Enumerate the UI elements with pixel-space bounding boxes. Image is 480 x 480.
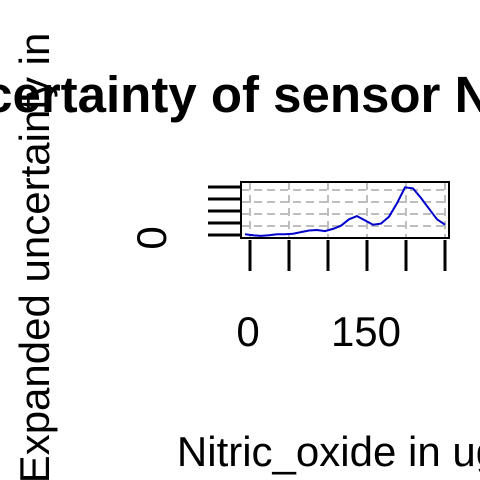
x-axis-title: Nitric_oxide in ug	[177, 428, 480, 475]
y-tick-label: 0	[128, 226, 175, 249]
plot-panel	[240, 181, 450, 239]
y-axis-ticks	[208, 185, 241, 237]
x-tick-label: 0	[236, 308, 259, 355]
y-axis-title: Expanded uncertainty in	[11, 33, 58, 480]
x-axis-ticks	[248, 240, 447, 271]
series-line-0	[244, 186, 446, 237]
grid-lines	[241, 182, 449, 238]
chart-title: Uncertainty of sensor NOB	[0, 66, 480, 123]
x-tick-label: 150	[331, 308, 401, 355]
